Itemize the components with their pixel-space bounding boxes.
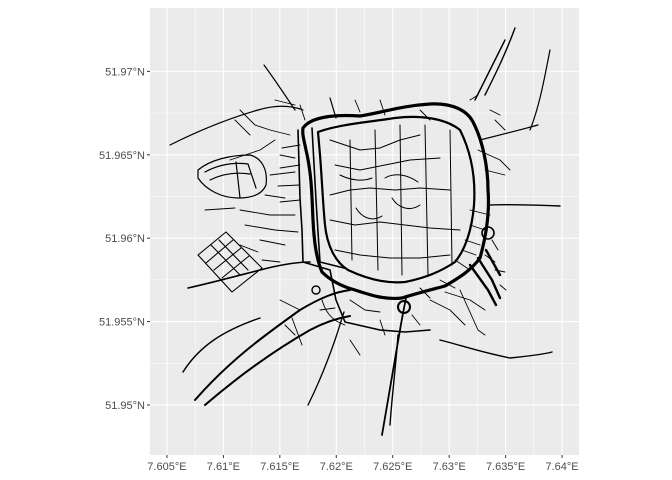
- road-southwest-3: [182, 317, 261, 373]
- x-tick-label: 7.62°E: [320, 461, 353, 473]
- x-axis-tick-labels: 7.605°E 7.61°E 7.615°E 7.62°E 7.625°E 7.63°E 7…: [147, 461, 578, 473]
- y-tick-label: 51.965°N: [99, 150, 145, 162]
- x-axis-ticks: [166, 455, 563, 458]
- outer-streets-2: [229, 139, 507, 326]
- grid-major: [150, 8, 579, 455]
- street-network: [169, 27, 561, 436]
- roundabout-south: [397, 300, 411, 314]
- allotment-grid: [197, 231, 263, 293]
- x-tick-label: 7.61°E: [207, 461, 240, 473]
- y-axis-ticks: [147, 70, 150, 406]
- y-tick-label: 51.95°N: [105, 400, 145, 412]
- ring-road: [301, 102, 491, 301]
- outer-streets: [204, 94, 511, 356]
- road-west: [187, 261, 311, 289]
- road-north-east: [474, 27, 516, 101]
- road-south-2: [389, 334, 399, 426]
- y-tick-label: 51.97°N: [105, 66, 145, 78]
- x-tick-label: 7.615°E: [260, 461, 299, 473]
- x-tick-label: 7.63°E: [433, 461, 466, 473]
- road-south-1: [381, 297, 407, 436]
- road-northwest: [169, 105, 304, 146]
- road-southwest-2: [204, 315, 351, 406]
- x-tick-label: 7.625°E: [373, 461, 412, 473]
- road-north-east-2: [529, 49, 551, 131]
- roundabout-east: [481, 226, 495, 240]
- road-east: [487, 203, 561, 207]
- park-paths: [197, 154, 267, 199]
- waterway: [297, 129, 431, 333]
- roundabout-west: [311, 285, 321, 295]
- inner-ring: [316, 115, 476, 284]
- centre-streets: [329, 124, 461, 276]
- road-south-3: [307, 311, 345, 406]
- road-southwest-1: [194, 289, 351, 401]
- x-tick-label: 7.635°E: [486, 461, 525, 473]
- waterway-bank: [311, 127, 345, 269]
- y-axis-tick-labels: 51.95°N 51.955°N 51.96°N 51.965°N 51.97°N: [99, 66, 145, 412]
- road-north: [263, 64, 337, 119]
- road-east-2: [479, 124, 539, 141]
- y-tick-label: 51.955°N: [99, 317, 145, 329]
- x-tick-label: 7.64°E: [545, 461, 578, 473]
- road-southeast: [439, 339, 553, 359]
- x-tick-label: 7.605°E: [147, 461, 186, 473]
- y-tick-label: 51.96°N: [105, 233, 145, 245]
